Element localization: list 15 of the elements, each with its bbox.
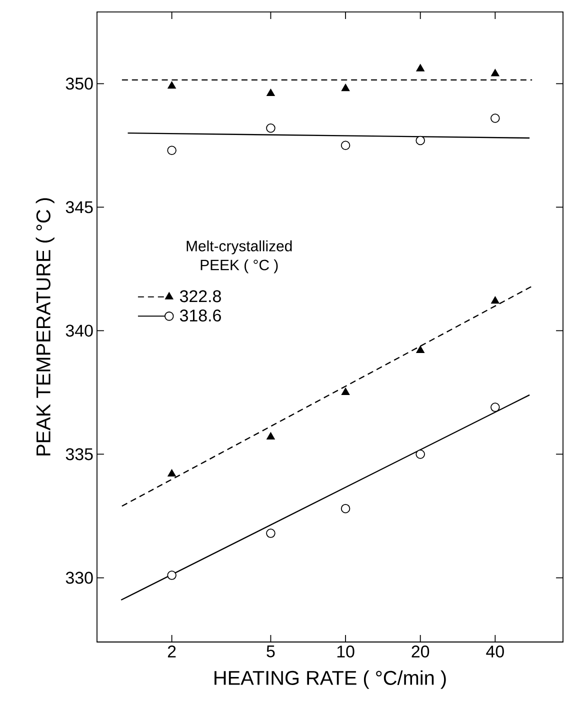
y-tick-label: 335 bbox=[66, 448, 93, 460]
x-tick-label: 10 bbox=[337, 646, 354, 658]
x-axis-title: HEATING RATE ( °C/min ) bbox=[214, 670, 446, 689]
x-tick-label: 20 bbox=[412, 646, 430, 658]
legend-label: 318.6 bbox=[180, 310, 221, 322]
legend-title: Melt-crystallized PEEK ( °C ) bbox=[186, 240, 292, 274]
x-tick-label: 2 bbox=[168, 646, 176, 658]
x-tick-label: 40 bbox=[486, 646, 504, 658]
y-tick-label: 330 bbox=[66, 572, 93, 584]
legend-label: 322.8 bbox=[180, 290, 221, 302]
y-tick-label: 345 bbox=[66, 201, 93, 214]
x-tick-label: 5 bbox=[266, 646, 275, 658]
y-tick-label: 350 bbox=[66, 78, 93, 90]
y-tick-label: 340 bbox=[66, 324, 93, 337]
y-axis-title: PEAK TEMPERATURE ( °C ) bbox=[36, 198, 54, 456]
